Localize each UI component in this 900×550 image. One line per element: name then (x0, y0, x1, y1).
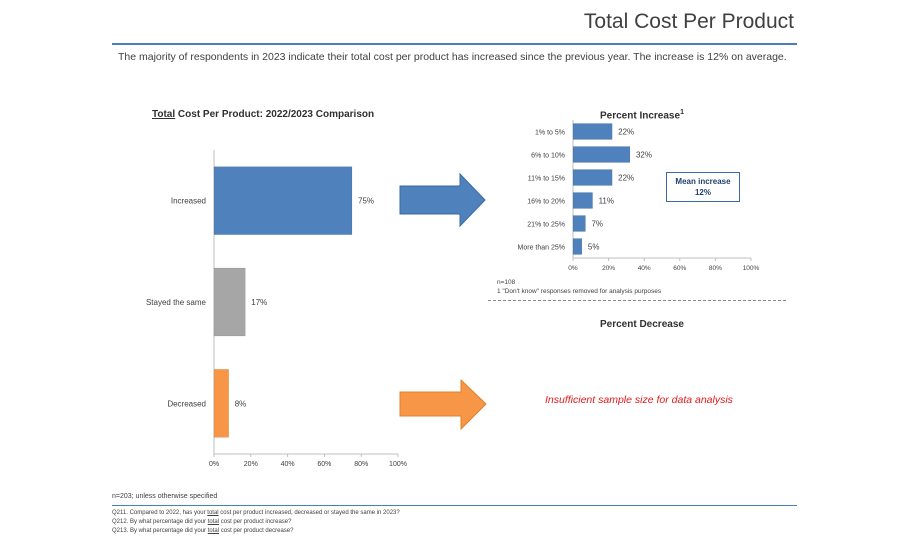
q211-underlined: total (207, 510, 219, 516)
mean-increase-label: Mean increase (675, 177, 731, 186)
comparison-x-tick-label-3: 60% (317, 461, 331, 468)
q211-pre: Q211. Compared to 2022, has your (112, 510, 208, 516)
increase-x-tick-label-0: 0% (568, 265, 578, 272)
right-chart-title: Percent Increase1 (600, 109, 684, 121)
comparison-value-label-stayed-the-same: 17% (251, 298, 267, 307)
comparison-value-label-decreased: 8% (235, 399, 247, 408)
increase-value-label-21pct-to-25pct: 7% (591, 220, 603, 229)
increase-bar-more-than-25pct (572, 238, 583, 255)
comparison-bar-increased (213, 166, 353, 235)
comparison-x-tick-label-0: 0% (209, 461, 219, 468)
comparison-value-label-increased: 75% (358, 197, 374, 206)
q213-underlined: total (207, 528, 220, 534)
question-q211: Q211. Compared to 2022, has your total c… (112, 510, 400, 516)
comparison-bar-stayed-the-same (213, 267, 246, 337)
blue-arrow-icon (399, 172, 486, 228)
q213-pre: Q213. By what percentage did your (112, 528, 208, 534)
decrease-title: Percent Decrease (600, 319, 684, 330)
increase-value-label-6pct-to-10pct: 32% (636, 151, 652, 160)
increase-x-tick-label-1: 20% (602, 265, 615, 272)
q212-pre: Q212. By what percentage did your (112, 519, 208, 525)
right-chart-title-text: Percent Increase (600, 110, 681, 122)
increase-value-label-16pct-to-20pct: 11% (599, 197, 614, 206)
increase-value-label-more-than-25pct: 5% (588, 243, 600, 252)
mean-increase-callout: Mean increase 12% (666, 172, 740, 202)
increase-x-tick-label-2: 40% (638, 265, 651, 272)
increase-category-label-more-than-25pct: More than 25% (518, 245, 565, 252)
left-chart-title: Total Cost Per Product: 2022/2023 Compar… (152, 109, 374, 120)
comparison-x-tick-label-5: 100% (389, 461, 407, 468)
insufficient-sample-message: Insufficient sample size for data analys… (545, 394, 733, 406)
increase-bar-1pct-to-5pct (572, 123, 613, 140)
right-chart-title-footnote-mark: 1 (680, 109, 684, 116)
increase-category-label-21pct-to-25pct: 21% to 25% (527, 222, 565, 229)
increase-category-label-6pct-to-10pct: 6% to 10% (531, 153, 565, 160)
question-q212: Q212. By what percentage did your total … (112, 519, 291, 525)
comparison-x-tick-label-2: 40% (281, 461, 295, 468)
left-chart-title-rest: Cost Per Product: 2022/2023 Comparison (175, 109, 375, 120)
left-chart-title-underlined: Total (152, 109, 176, 120)
increase-category-label-1pct-to-5pct: 1% to 5% (535, 130, 565, 137)
increase-x-tick-label-5: 100% (743, 265, 760, 272)
summary-text: The majority of respondents in 2023 indi… (118, 51, 787, 63)
q212-post: cost per product increase? (219, 519, 292, 525)
increase-bar-11pct-to-15pct (572, 169, 613, 186)
comparison-bar-decreased (213, 369, 229, 438)
q211-post: cost per product increased, decreased or… (218, 510, 400, 516)
comparison-category-label-increased: Increased (171, 197, 206, 206)
orange-arrow-icon (399, 378, 487, 431)
section-divider (488, 300, 786, 301)
increase-bar-21pct-to-25pct (572, 215, 586, 232)
increase-category-label-11pct-to-15pct: 11% to 15% (528, 176, 565, 183)
increase-bar-6pct-to-10pct (572, 146, 631, 163)
comparison-x-tick-label-4: 80% (354, 461, 368, 468)
q213-post: cost per product decrease? (219, 528, 294, 534)
comparison-category-label-stayed-the-same: Stayed the same (146, 298, 207, 307)
mean-increase-value: 12% (694, 188, 711, 197)
increase-bar-16pct-to-20pct (572, 192, 593, 209)
comparison-category-label-decreased: Decreased (167, 399, 206, 408)
increase-footnote: 1 "Don't know" responses removed for ana… (497, 288, 662, 295)
question-q213: Q213. By what percentage did your total … (112, 528, 293, 534)
footer-divider (112, 505, 797, 506)
increase-x-tick-label-4: 80% (709, 265, 722, 272)
increase-value-label-1pct-to-5pct: 22% (618, 128, 634, 137)
increase-category-label-16pct-to-20pct: 16% to 20% (527, 199, 565, 206)
increase-value-label-11pct-to-15pct: 22% (618, 174, 634, 183)
increase-x-tick-label-3: 60% (673, 265, 686, 272)
increase-sample-size: n=108 (497, 279, 516, 286)
base-note: n=203; unless otherwise specified (112, 493, 218, 500)
comparison-x-tick-label-1: 20% (244, 461, 258, 468)
q212-underlined: total (207, 519, 220, 525)
page-title: Total Cost Per Product (583, 10, 794, 33)
title-divider (112, 43, 797, 45)
